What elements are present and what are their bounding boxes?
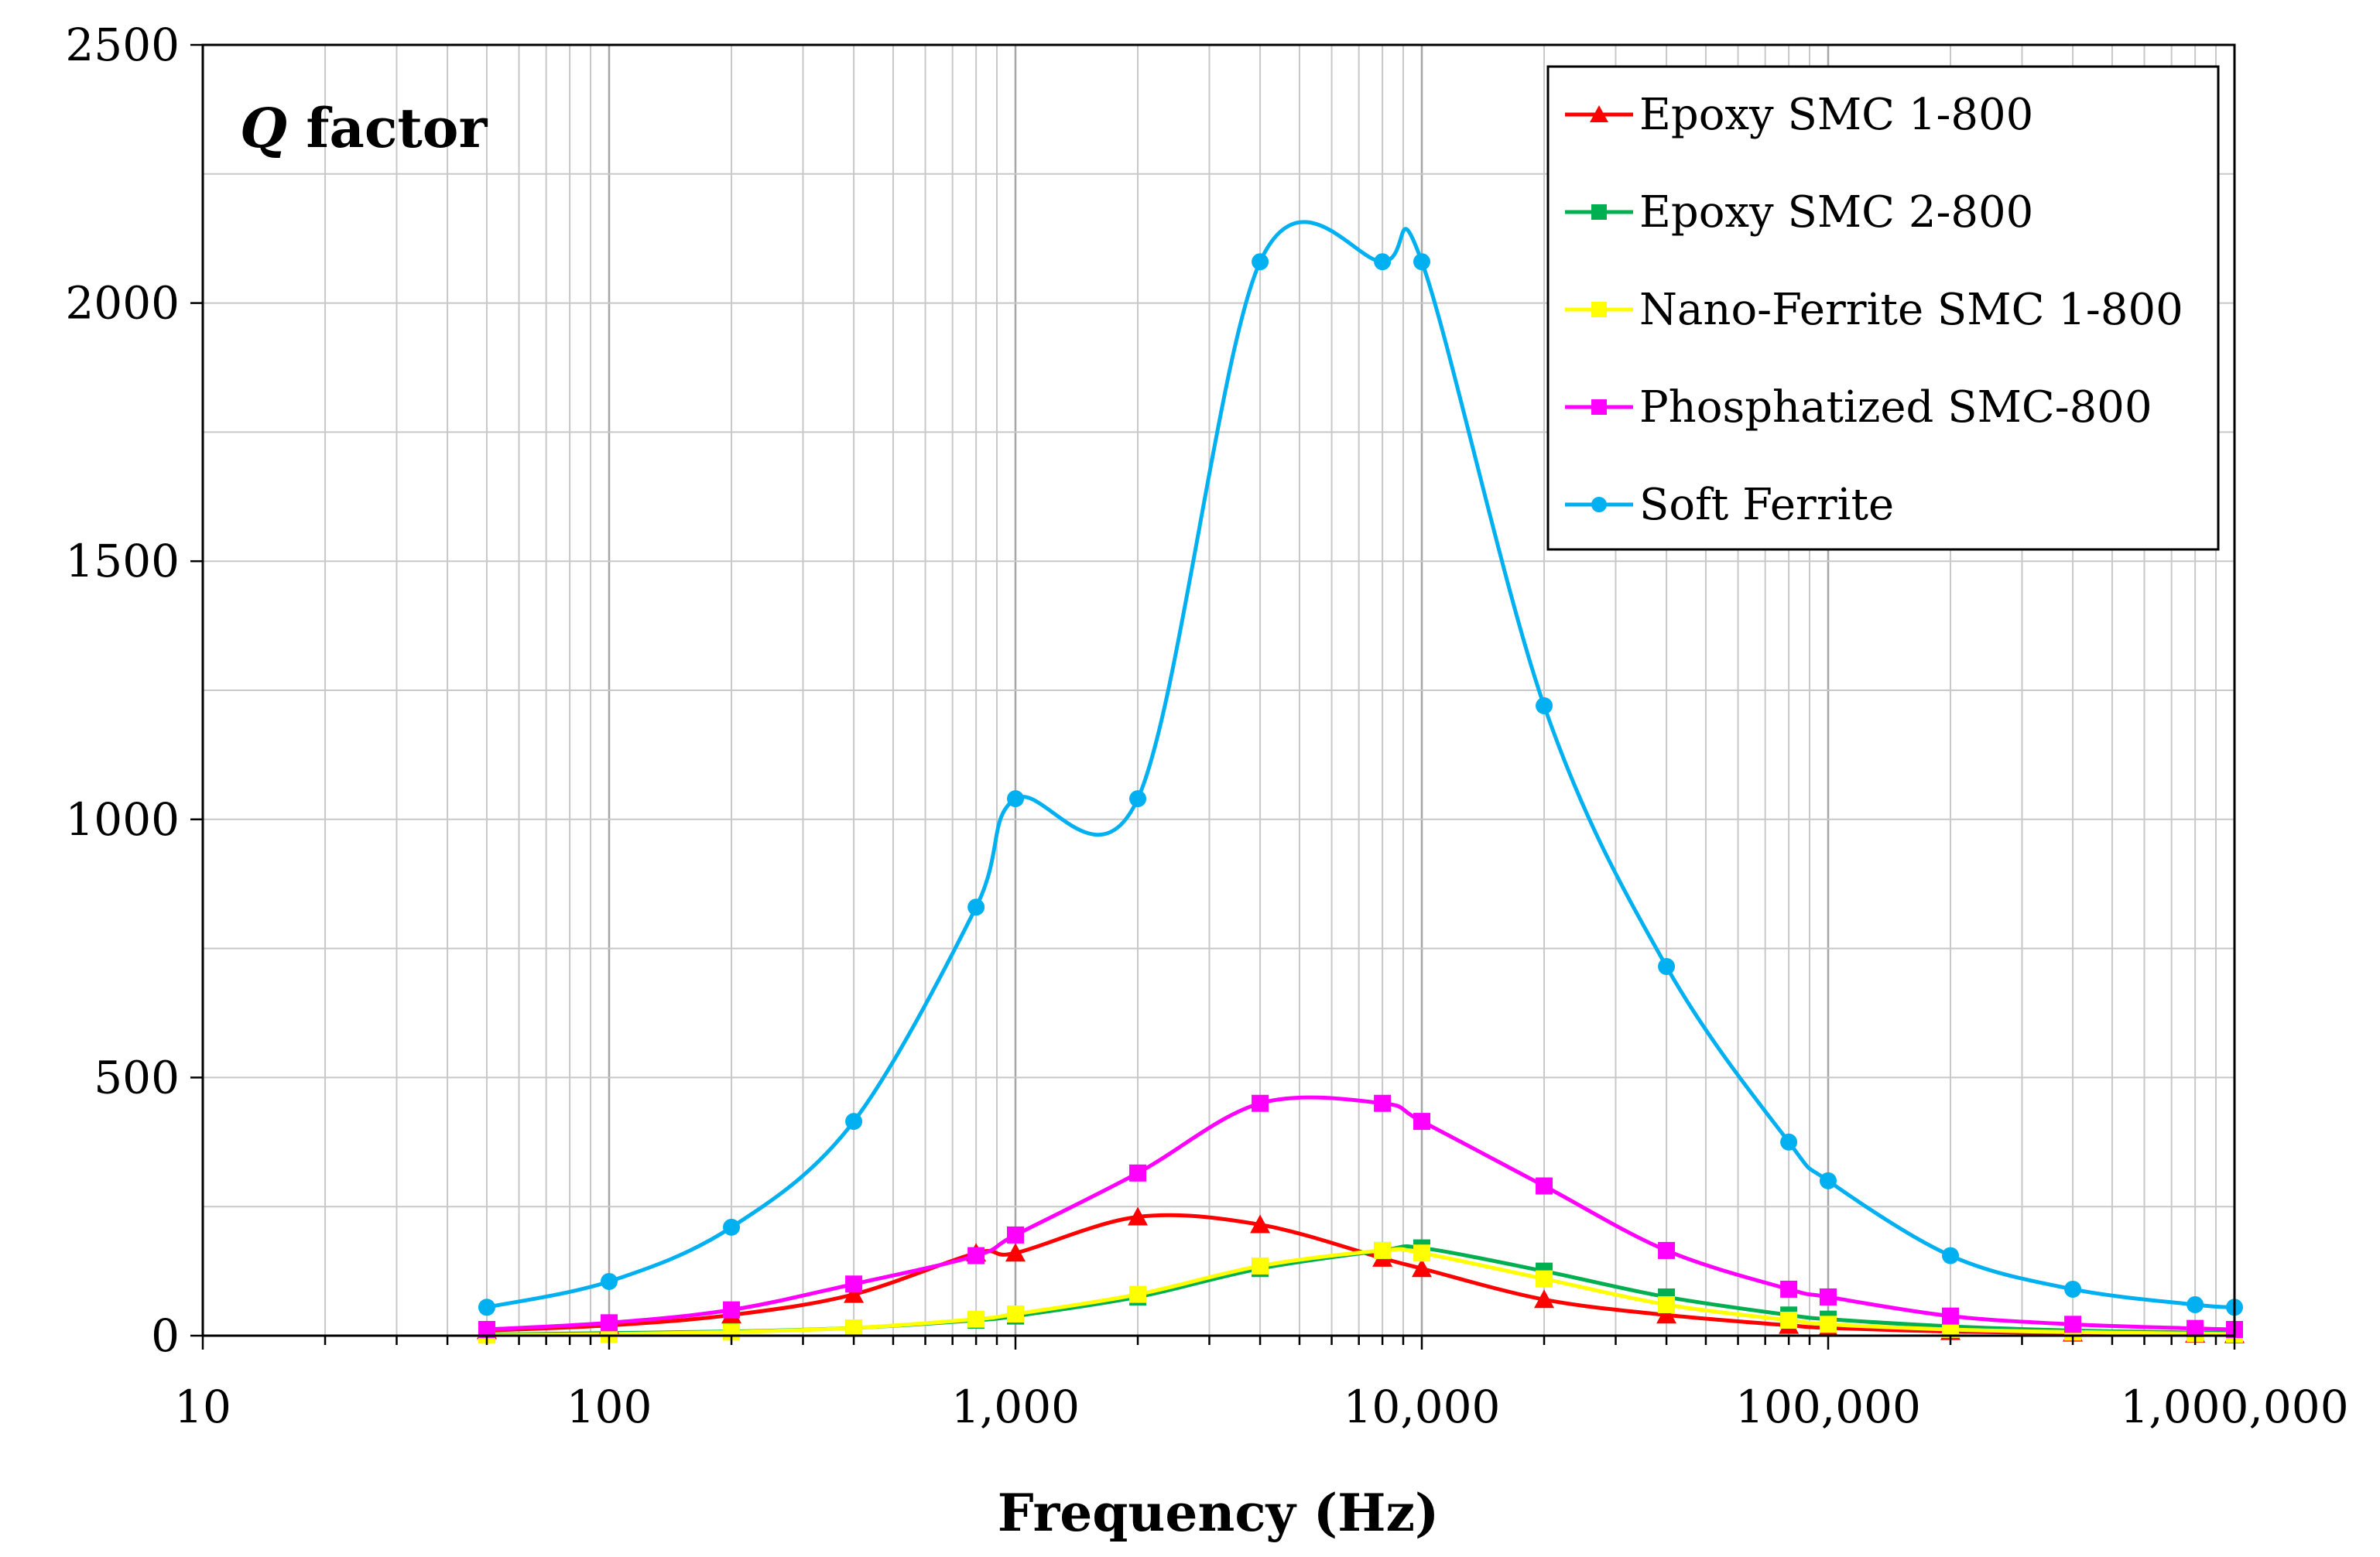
data-point-phosphatized-smc-800 [1007, 1226, 1024, 1244]
x-tick-label: 100,000 [1735, 1381, 1921, 1433]
data-point-phosphatized-smc-800 [1413, 1113, 1430, 1131]
x-tick-label: 10 [174, 1381, 231, 1433]
data-point-phosphatized-smc-800 [2187, 1319, 2204, 1337]
data-point-epoxy-smc-1-800 [1128, 1206, 1149, 1226]
data-point-soft-ferrite [2064, 1280, 2082, 1298]
data-point-phosphatized-smc-800 [967, 1247, 985, 1264]
legend-label-phosphatized-smc-800: Phosphatized SMC-800 [1639, 382, 2152, 433]
legend-marker-phosphatized-smc-800 [1591, 399, 1607, 415]
data-point-phosphatized-smc-800 [1374, 1094, 1392, 1112]
tick-labels: 10 100 1,000 10,000 100,000 1,000,000 0 500 1000… [65, 19, 2348, 1433]
data-point-epoxy-smc-1-800 [844, 1284, 865, 1303]
data-point-nano-ferrite-smc-1-800 [1413, 1244, 1430, 1262]
data-point-phosphatized-smc-800 [1129, 1164, 1147, 1182]
data-point-epoxy-smc-1-800 [1412, 1258, 1432, 1278]
data-point-phosphatized-smc-800 [1780, 1280, 1798, 1298]
data-point-soft-ferrite [1780, 1133, 1798, 1151]
x-tick-label: 1,000 [951, 1381, 1080, 1433]
y-tick-label: 0 [151, 1309, 180, 1362]
y-tick-label: 1500 [65, 535, 180, 587]
data-point-nano-ferrite-smc-1-800 [1007, 1305, 1024, 1323]
data-point-nano-ferrite-smc-1-800 [1536, 1270, 1553, 1288]
data-point-soft-ferrite [478, 1299, 495, 1316]
x-tick-label: 100 [567, 1381, 652, 1433]
data-point-soft-ferrite [1007, 790, 1024, 808]
axes [190, 43, 2236, 1350]
legend-marker-nano-ferrite-smc-1-800 [1591, 302, 1607, 317]
legend-marker-epoxy-smc-1-800 [1590, 105, 1608, 122]
legend-label-nano-ferrite-smc-1-800: Nano-Ferrite SMC 1-800 [1639, 285, 2183, 335]
data-point-nano-ferrite-smc-1-800 [967, 1310, 985, 1328]
data-point-epoxy-smc-1-800 [1250, 1214, 1271, 1234]
data-point-soft-ferrite [2187, 1295, 2204, 1313]
data-point-nano-ferrite-smc-1-800 [1820, 1316, 1837, 1333]
data-point-phosphatized-smc-800 [1536, 1177, 1553, 1195]
data-point-soft-ferrite [1536, 697, 1553, 715]
x-axis-title: Frequency (Hz) [998, 1483, 1439, 1543]
data-point-phosphatized-smc-800 [1252, 1094, 1269, 1112]
data-point-nano-ferrite-smc-1-800 [1658, 1295, 1676, 1313]
data-point-nano-ferrite-smc-1-800 [1252, 1257, 1269, 1275]
data-point-soft-ferrite [1413, 253, 1430, 271]
legend-label-epoxy-smc-2-800: Epoxy SMC 2-800 [1639, 187, 2033, 238]
data-point-soft-ferrite [1658, 957, 1676, 975]
data-point-phosphatized-smc-800 [478, 1320, 495, 1338]
data-point-soft-ferrite [1129, 790, 1147, 808]
y-tick-label: 2000 [65, 277, 180, 330]
data-point-soft-ferrite [1942, 1247, 1960, 1264]
data-point-epoxy-smc-1-800 [1005, 1243, 1026, 1262]
legend-box [1546, 65, 2220, 551]
legend-marker-soft-ferrite [1591, 497, 1607, 512]
data-point-epoxy-smc-1-800 [1534, 1289, 1555, 1309]
data-point-soft-ferrite [601, 1272, 618, 1290]
legend-marker-epoxy-smc-2-800 [1591, 204, 1607, 220]
legend-label-epoxy-smc-1-800: Epoxy SMC 1-800 [1639, 90, 2033, 140]
data-point-soft-ferrite [723, 1218, 741, 1236]
y-tick-label: 500 [94, 1051, 180, 1104]
data-point-phosphatized-smc-800 [1658, 1241, 1676, 1259]
data-point-phosphatized-smc-800 [1942, 1307, 1960, 1325]
legend: Epoxy SMC 1-800 Epoxy SMC 2-800 Nano-Ferri… [1546, 65, 2220, 551]
data-point-soft-ferrite [967, 898, 985, 916]
q-symbol: Q [240, 96, 287, 160]
data-point-nano-ferrite-smc-1-800 [1129, 1285, 1147, 1303]
data-point-phosphatized-smc-800 [2064, 1316, 2082, 1333]
data-point-soft-ferrite [1252, 253, 1269, 271]
data-point-phosphatized-smc-800 [1820, 1288, 1837, 1305]
factor-word: factor [287, 96, 488, 160]
x-tick-label: 10,000 [1344, 1381, 1501, 1433]
q-factor-annotation: Q factor [240, 96, 488, 160]
grid-lines [201, 45, 2234, 1336]
y-tick-label: 2500 [65, 19, 180, 71]
legend-label-soft-ferrite: Soft Ferrite [1639, 480, 1894, 530]
data-point-phosphatized-smc-800 [845, 1275, 863, 1293]
data-point-epoxy-smc-1-800 [1656, 1305, 1677, 1324]
data-point-phosphatized-smc-800 [723, 1301, 741, 1319]
data-point-nano-ferrite-smc-1-800 [1780, 1311, 1798, 1329]
data-point-soft-ferrite [1820, 1172, 1837, 1189]
data-point-nano-ferrite-smc-1-800 [845, 1319, 863, 1336]
data-point-soft-ferrite [1374, 253, 1392, 271]
data-point-nano-ferrite-smc-1-800 [1374, 1241, 1392, 1259]
series-markers [476, 253, 2245, 1344]
data-point-nano-ferrite-smc-1-800 [1942, 1320, 1960, 1338]
x-tick-label: 1,000,000 [2120, 1381, 2348, 1433]
data-point-soft-ferrite [845, 1113, 863, 1131]
data-point-phosphatized-smc-800 [601, 1314, 618, 1332]
y-tick-label: 1000 [65, 793, 180, 846]
